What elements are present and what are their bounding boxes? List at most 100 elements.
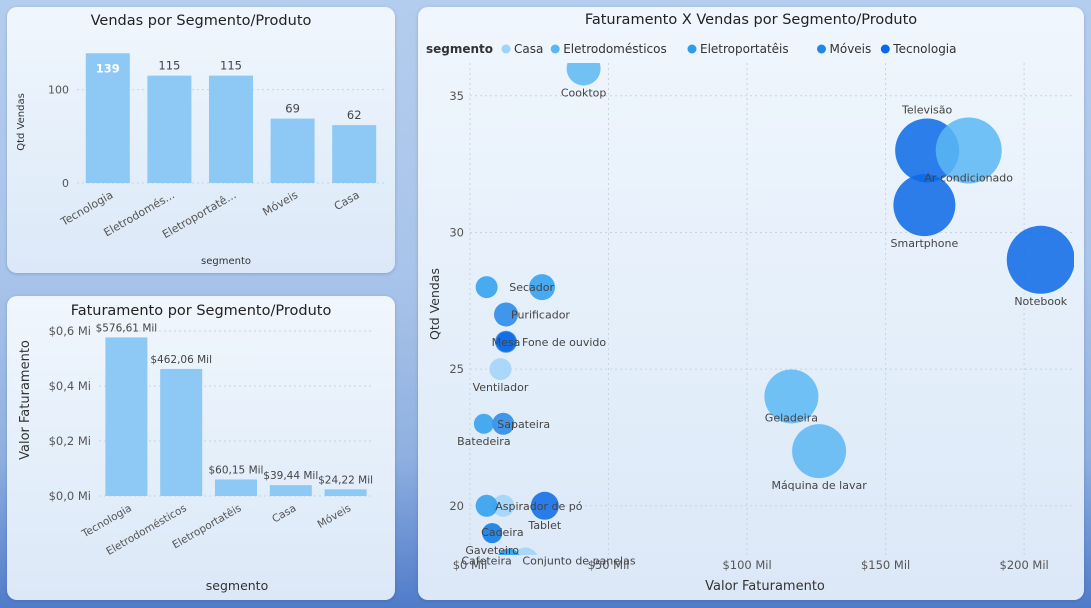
scatter-point — [496, 331, 517, 352]
scatter-point — [530, 491, 559, 520]
vendas-x-axis-label: segmento — [201, 256, 251, 267]
faturamento-chart: Faturamento por Segmento/Produto Valor F… — [18, 303, 373, 593]
scatter-point-label: Gaveteiro — [465, 544, 519, 557]
scatter-chart-panel: Faturamento X Vendas por Segmento/Produt… — [418, 7, 1084, 600]
scatter-y-tick-label: 35 — [449, 89, 464, 103]
faturamento-category-label: Casa — [270, 502, 298, 525]
scatter-point — [473, 413, 494, 434]
scatter-point — [482, 523, 503, 544]
scatter-point-label: Televisão — [901, 103, 952, 116]
scatter-point-label: Notebook — [1014, 295, 1067, 308]
legend-entry: Móveis — [830, 42, 872, 56]
scatter-y-axis-label: Qtd Vendas — [427, 268, 442, 340]
scatter-point-label: Cafeteira — [461, 554, 511, 567]
faturamento-data-label: $462,06 Mil — [150, 354, 212, 366]
legend-marker — [501, 44, 511, 54]
vendas-category-label: Móveis — [260, 188, 300, 219]
scatter-point — [494, 302, 519, 327]
faturamento-chart-panel: Faturamento por Segmento/Produto Valor F… — [7, 296, 395, 600]
faturamento-y-tick-label: $0,4 Mi — [49, 379, 91, 393]
legend-title: segmento — [426, 42, 493, 56]
vendas-bar — [270, 118, 315, 183]
scatter-point — [764, 369, 819, 424]
faturamento-data-label: $60,15 Mil — [209, 464, 264, 476]
faturamento-y-tick-label: $0,0 Mi — [49, 489, 91, 503]
legend-marker — [550, 44, 560, 54]
vendas-data-label: 62 — [347, 108, 362, 122]
vendas-data-label: 115 — [158, 59, 180, 73]
scatter-y-tick-label: 30 — [449, 225, 464, 239]
vendas-chart: Vendas por Segmento/Produto Qtd Vendas s… — [16, 13, 385, 267]
scatter-point-label: Conjunto de panelas — [522, 554, 635, 567]
scatter-point — [475, 276, 498, 299]
scatter-y-tick-label: 20 — [449, 499, 464, 513]
faturamento-chart-title: Faturamento por Segmento/Produto — [71, 303, 332, 319]
scatter-point — [489, 358, 512, 381]
vendas-data-label: 139 — [96, 61, 120, 75]
scatter-point-label: Fone de ouvido — [522, 336, 606, 349]
scatter-point-label: Cooktop — [561, 86, 607, 99]
vendas-bar — [209, 75, 253, 183]
vendas-data-label: 115 — [220, 59, 242, 73]
faturamento-y-tick-label: $0,2 Mi — [49, 434, 91, 448]
scatter-point-label: Smartphone — [891, 237, 959, 250]
vendas-chart-title: Vendas por Segmento/Produto — [91, 13, 312, 29]
vendas-bar — [85, 53, 130, 184]
faturamento-bar — [269, 485, 312, 496]
scatter-point — [566, 63, 601, 86]
vendas-bar — [147, 75, 192, 183]
vendas-y-tick-label: 0 — [62, 177, 69, 190]
scatter-point-label: Máquina de lavar — [771, 479, 867, 492]
legend-entry: Eletrodomésticos — [563, 42, 667, 56]
faturamento-x-axis-label: segmento — [206, 578, 268, 593]
legend-marker — [817, 44, 826, 54]
scatter-x-tick-label: $50 Mil — [588, 558, 630, 572]
vendas-category-label: Tecnologia — [58, 188, 116, 229]
vendas-data-label: 69 — [285, 102, 300, 116]
faturamento-bar — [105, 337, 148, 496]
scatter-x-tick-label: $150 Mil — [861, 558, 910, 572]
scatter-point-label: Tablet — [527, 519, 561, 532]
legend-entry: Casa — [514, 42, 543, 56]
legend-entry: Eletroportatêis — [700, 42, 789, 56]
faturamento-category-label: Móveis — [315, 502, 353, 531]
scatter-point — [498, 548, 520, 555]
scatter-point-label: Batedeira — [457, 435, 510, 448]
scatter-point-label: Ar condicionado — [924, 171, 1013, 184]
scatter-point — [492, 494, 515, 517]
scatter-point-label: Geladeira — [765, 411, 818, 424]
faturamento-data-label: $39,44 Mil — [263, 470, 318, 482]
scatter-point — [475, 494, 498, 517]
faturamento-y-tick-label: $0,6 Mi — [49, 324, 91, 338]
scatter-x-tick-label: $100 Mil — [722, 558, 771, 572]
scatter-point — [1006, 225, 1074, 294]
legend-marker — [687, 44, 697, 54]
scatter-point — [893, 174, 956, 237]
scatter-point — [513, 547, 538, 555]
faturamento-y-axis-label: Valor Faturamento — [18, 340, 33, 460]
scatter-x-tick-label: $200 Mil — [1000, 558, 1049, 572]
scatter-point-label: Aspirador de pó — [495, 500, 583, 513]
scatter-point-label: Mesa — [492, 336, 521, 349]
faturamento-bar — [324, 489, 367, 496]
faturamento-data-label: $576,61 Mil — [96, 322, 158, 334]
scatter-x-tick-label: $0 Mil — [453, 558, 488, 572]
scatter-point-label: Cadeira — [481, 526, 524, 539]
vendas-y-tick-label: 100 — [48, 84, 69, 97]
vendas-y-axis-label: Qtd Vendas — [16, 93, 27, 151]
scatter-point-label: Secador — [509, 281, 554, 294]
vendas-chart-panel: Vendas por Segmento/Produto Qtd Vendas s… — [7, 7, 395, 273]
legend-entry: Tecnologia — [892, 42, 956, 56]
scatter-y-tick-label: 25 — [449, 362, 464, 376]
scatter-point — [935, 117, 1002, 184]
scatter-x-axis-label: Valor Faturamento — [705, 579, 825, 594]
scatter-chart: Faturamento X Vendas por Segmento/Produt… — [426, 12, 1074, 594]
scatter-point-label: Sapateira — [497, 418, 550, 431]
faturamento-data-label: $24,22 Mil — [318, 474, 373, 486]
scatter-point — [492, 412, 515, 435]
faturamento-bar — [215, 479, 257, 496]
vendas-bar — [332, 125, 377, 183]
vendas-category-label: Casa — [332, 188, 362, 213]
scatter-chart-title: Faturamento X Vendas por Segmento/Produt… — [585, 12, 917, 28]
faturamento-bar — [160, 368, 203, 496]
